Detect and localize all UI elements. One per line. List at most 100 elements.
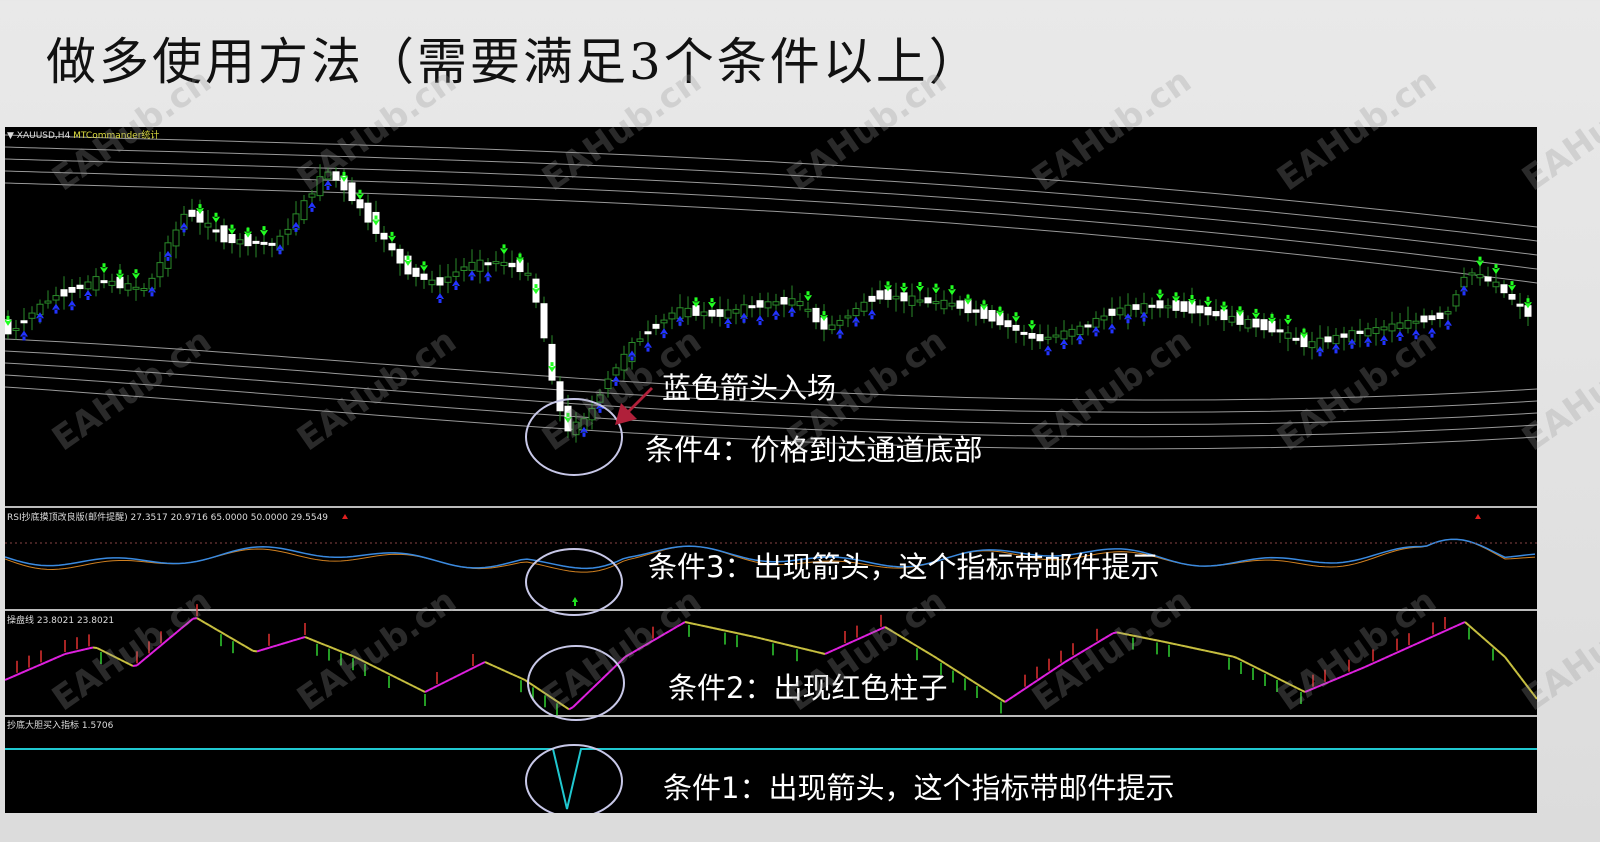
trend-line-rising <box>1392 651 1398 656</box>
trend-line-rising <box>1076 651 1082 656</box>
trend-line-rising <box>32 665 38 669</box>
candle-body <box>364 202 372 223</box>
trend-line-falling <box>380 669 386 673</box>
symbol-label: XAUUSD,H4 <box>16 131 71 141</box>
trend-line-falling <box>392 675 398 679</box>
trend-line-falling <box>1144 637 1150 640</box>
trend-line-rising <box>568 706 574 711</box>
green-down-arrow-icon <box>1284 314 1292 325</box>
candle-body <box>356 199 364 209</box>
candle-body <box>972 309 980 313</box>
green-down-arrow-icon <box>340 171 348 182</box>
trend-line-falling <box>1260 669 1266 673</box>
signal-line <box>5 748 1537 810</box>
trend-line-falling <box>988 690 994 696</box>
trend-line-rising <box>436 683 442 687</box>
trend-line-falling <box>328 645 334 650</box>
trend-line-rising <box>1444 628 1450 632</box>
trend-line-rising <box>604 671 610 677</box>
trend-line-rising <box>280 642 286 646</box>
candle-body <box>1012 324 1020 331</box>
green-down-arrow-icon <box>388 231 396 242</box>
trend-line-falling <box>252 649 258 653</box>
trend-line-falling <box>936 657 942 662</box>
candle-body <box>284 228 292 235</box>
candle-body <box>1380 326 1388 331</box>
trend-line-falling <box>796 646 802 650</box>
trend-line-rising <box>160 641 166 647</box>
trend-line-falling <box>360 659 366 663</box>
trend-line-falling <box>1264 671 1270 675</box>
trend-line-falling <box>712 627 718 630</box>
trend-line-falling <box>928 652 934 657</box>
trend-line-rising <box>132 664 138 667</box>
blue-up-arrow-icon <box>148 286 156 297</box>
trend-line-rising <box>1112 631 1118 635</box>
trend-line-falling <box>336 648 342 653</box>
trend-line-falling <box>1256 667 1262 671</box>
candle-body <box>1508 293 1516 300</box>
candle-body <box>940 299 948 310</box>
trend-line-rising <box>1384 655 1390 659</box>
green-down-arrow-icon <box>1236 306 1244 317</box>
candle-body <box>340 175 348 191</box>
candle-body <box>52 295 60 301</box>
green-down-arrow-icon <box>1524 298 1532 309</box>
candle-body <box>868 295 876 302</box>
candle-body <box>1332 334 1340 345</box>
trend-line-falling <box>1520 677 1526 684</box>
trend-line-falling <box>1156 639 1162 643</box>
candle-body <box>1116 307 1124 316</box>
trend-line-rising <box>1324 681 1330 685</box>
green-up-arrow-icon <box>572 597 578 606</box>
trend-line-falling <box>564 705 570 711</box>
trend-line-falling <box>1464 621 1470 627</box>
trend-line-falling <box>1200 648 1206 652</box>
trend-line-rising <box>448 677 454 681</box>
trend-line-falling <box>412 685 418 689</box>
trend-line-rising <box>572 702 578 708</box>
trend-line-falling <box>540 689 546 695</box>
blue-up-arrow-icon <box>276 244 284 255</box>
trend-line-falling <box>812 650 818 654</box>
trend-line-falling <box>1496 649 1502 655</box>
candle-body <box>1052 334 1060 338</box>
trend-line-falling <box>960 672 966 678</box>
trend-line-rising <box>596 679 602 685</box>
trend-line-rising <box>648 639 654 644</box>
trend-line-rising <box>1336 676 1342 680</box>
trend-line-falling <box>204 621 210 627</box>
candle-body <box>1044 336 1052 340</box>
candle-body <box>900 292 908 302</box>
trend-line-rising <box>1368 662 1374 667</box>
candle-body <box>684 307 692 318</box>
green-down-arrow-icon <box>1300 328 1308 339</box>
trend-line-falling <box>240 642 246 648</box>
blue-up-arrow-icon <box>596 402 604 413</box>
candle-body <box>1212 311 1220 317</box>
trend-line-falling <box>884 626 890 631</box>
highlight-ellipse <box>525 744 623 813</box>
trend-line-rising <box>152 647 158 653</box>
trend-line-falling <box>1164 641 1170 644</box>
blue-up-arrow-icon <box>676 315 684 326</box>
candle-body <box>1108 308 1116 316</box>
candle-body <box>1068 328 1076 337</box>
candle-body <box>948 302 956 307</box>
trend-line-rising <box>664 630 670 635</box>
trend-line-falling <box>908 640 914 645</box>
trend-line-rising <box>256 649 262 653</box>
candle-body <box>220 225 228 243</box>
trend-line-falling <box>232 638 238 643</box>
candle-body <box>324 171 332 180</box>
trend-line-rising <box>588 687 594 693</box>
candle-body <box>1492 281 1500 288</box>
trend-line-rising <box>272 644 278 648</box>
trend-line-rising <box>864 633 870 637</box>
candle-body <box>852 308 860 317</box>
candle-body <box>932 301 940 305</box>
annotation-entry: 蓝色箭头入场 <box>662 371 837 405</box>
candle-body <box>588 408 596 421</box>
trend-line-falling <box>1252 665 1258 669</box>
trend-line-rising <box>168 634 174 640</box>
